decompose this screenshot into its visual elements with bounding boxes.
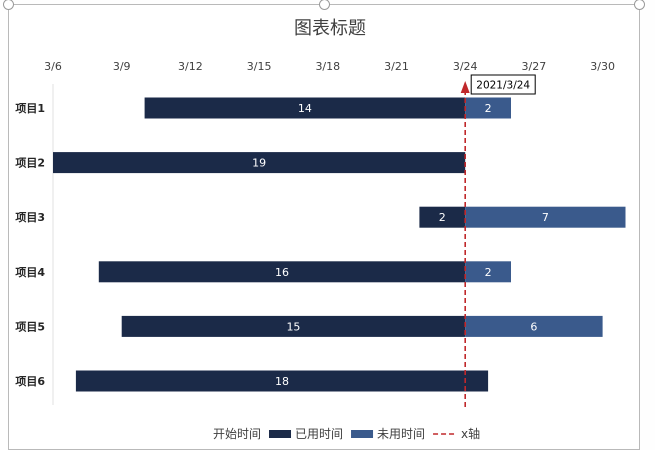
category-label: 项目5 <box>15 320 45 333</box>
legend-label-reference-line: x轴 <box>461 426 480 441</box>
bar-unused-time-label: 2 <box>485 102 492 115</box>
bar-used-time <box>121 315 466 337</box>
x-tick-label: 3/21 <box>384 60 409 73</box>
category-label: 项目4 <box>15 266 45 279</box>
x-tick-label: 3/30 <box>590 60 615 73</box>
category-label: 项目3 <box>15 211 45 224</box>
x-tick-label: 3/12 <box>178 60 203 73</box>
category-label: 项目6 <box>15 375 45 388</box>
x-tick-label: 3/6 <box>44 60 62 73</box>
x-tick-label: 3/24 <box>453 60 478 73</box>
bar-unused-time-label: 6 <box>530 320 537 333</box>
bar-used-time <box>75 370 489 392</box>
legend-label-used-time: 已用时间 <box>295 427 343 441</box>
legend-swatch-unused-time <box>351 430 374 438</box>
bar-used-time-label: 16 <box>275 266 289 279</box>
legend-label-unused-time: 未用时间 <box>377 427 425 441</box>
bar-used-time-label: 18 <box>275 375 289 388</box>
bar-used-time-label: 15 <box>286 320 300 333</box>
resize-handle-top-left[interactable] <box>3 0 14 10</box>
resize-handle-top-middle[interactable] <box>319 0 330 10</box>
x-tick-label: 3/27 <box>522 60 547 73</box>
resize-handle-top-right[interactable] <box>634 0 645 10</box>
legend-swatch-used-time <box>269 430 292 438</box>
x-tick-label: 3/15 <box>247 60 272 73</box>
bar-used-time <box>144 97 466 119</box>
x-tick-label: 3/9 <box>113 60 131 73</box>
bar-used-time-label: 14 <box>298 102 312 115</box>
chart-title: 图表标题 <box>294 18 366 39</box>
bar-unused-time <box>465 261 511 283</box>
legend-label-start-time: 开始时间 <box>213 427 261 441</box>
reference-date-label: 2021/3/24 <box>476 80 530 92</box>
bar-unused-time <box>465 97 511 119</box>
bar-used-time <box>419 206 466 228</box>
category-label: 项目1 <box>15 102 45 115</box>
bar-unused-time <box>465 206 626 228</box>
bar-used-time-label: 19 <box>252 157 266 170</box>
bar-used-time-label: 2 <box>439 211 446 224</box>
bar-unused-time-label: 2 <box>485 266 492 279</box>
bar-used-time <box>98 261 466 283</box>
category-label: 项目2 <box>15 157 45 170</box>
bar-unused-time-label: 7 <box>542 211 549 224</box>
bar-unused-time <box>465 315 603 337</box>
bar-used-time <box>53 152 466 174</box>
reference-line-arrow-icon <box>460 81 470 93</box>
x-tick-label: 3/18 <box>315 60 340 73</box>
reference-date-callout <box>470 74 536 95</box>
